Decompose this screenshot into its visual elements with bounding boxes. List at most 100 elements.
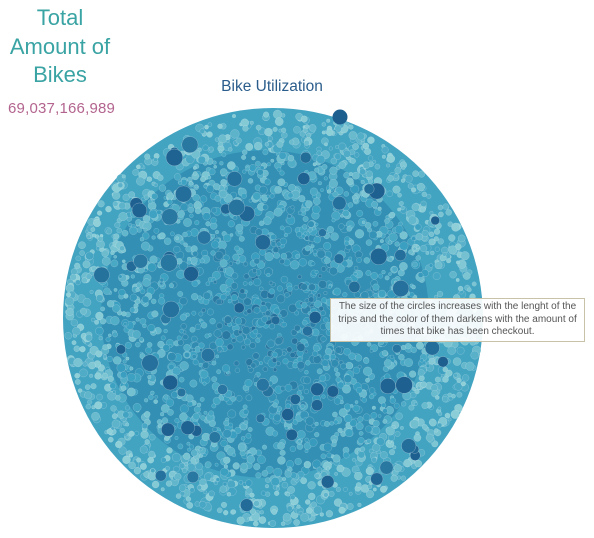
bubble[interactable] bbox=[202, 381, 207, 386]
bubble[interactable] bbox=[285, 403, 291, 409]
bubble[interactable] bbox=[136, 227, 142, 233]
bubble[interactable] bbox=[257, 455, 266, 464]
bubble[interactable] bbox=[326, 118, 331, 123]
bubble[interactable] bbox=[256, 333, 262, 339]
bubble[interactable] bbox=[300, 115, 308, 123]
bubble[interactable] bbox=[84, 384, 91, 390]
bubble[interactable] bbox=[301, 233, 306, 239]
bubble[interactable] bbox=[126, 387, 136, 397]
bubble[interactable] bbox=[284, 426, 289, 430]
bubble[interactable] bbox=[202, 212, 211, 221]
bubble[interactable] bbox=[451, 222, 461, 232]
bubble[interactable] bbox=[367, 136, 375, 144]
bubble[interactable] bbox=[333, 367, 339, 372]
bubble[interactable] bbox=[289, 445, 297, 453]
bubble[interactable] bbox=[456, 377, 462, 384]
bubble[interactable] bbox=[228, 261, 234, 266]
bubble[interactable] bbox=[305, 200, 313, 208]
bubble[interactable] bbox=[95, 311, 104, 321]
bubble[interactable] bbox=[113, 287, 118, 292]
bubble[interactable] bbox=[314, 167, 320, 173]
bubble[interactable] bbox=[135, 317, 140, 322]
bubble[interactable] bbox=[118, 201, 126, 210]
bubble[interactable] bbox=[190, 228, 199, 237]
bubble[interactable] bbox=[222, 429, 232, 439]
bubble[interactable] bbox=[243, 297, 252, 306]
bubble-large[interactable] bbox=[93, 266, 110, 284]
bubble[interactable] bbox=[145, 346, 152, 354]
bubble[interactable] bbox=[105, 337, 111, 343]
bubble[interactable] bbox=[398, 353, 405, 361]
bubble[interactable] bbox=[400, 205, 405, 211]
bubble[interactable] bbox=[370, 412, 378, 419]
bubble[interactable] bbox=[194, 184, 199, 189]
bubble[interactable] bbox=[179, 361, 189, 371]
bubble[interactable] bbox=[249, 508, 257, 515]
bubble[interactable] bbox=[243, 261, 249, 267]
bubble[interactable] bbox=[185, 154, 195, 164]
bubble[interactable] bbox=[143, 227, 148, 232]
bubble[interactable] bbox=[415, 245, 420, 250]
bubble[interactable] bbox=[380, 485, 388, 493]
bubble[interactable] bbox=[228, 422, 233, 428]
bubble[interactable] bbox=[179, 412, 188, 421]
bubble[interactable] bbox=[294, 457, 302, 466]
bubble[interactable] bbox=[379, 239, 384, 244]
bubble[interactable] bbox=[348, 352, 356, 360]
bubble[interactable] bbox=[316, 249, 326, 259]
bubble[interactable] bbox=[110, 316, 120, 326]
bubble[interactable] bbox=[198, 447, 203, 452]
bubble[interactable] bbox=[286, 285, 293, 292]
bubble[interactable] bbox=[318, 280, 327, 289]
bubble[interactable] bbox=[324, 257, 331, 264]
bubble[interactable] bbox=[350, 158, 356, 164]
bubble[interactable] bbox=[221, 364, 230, 373]
bubble[interactable] bbox=[346, 177, 354, 186]
bubble[interactable] bbox=[347, 202, 354, 208]
bubble[interactable] bbox=[381, 270, 386, 275]
bubble[interactable] bbox=[197, 295, 202, 301]
bubble[interactable] bbox=[199, 369, 209, 379]
bubble[interactable] bbox=[364, 221, 372, 229]
bubble[interactable] bbox=[161, 417, 169, 424]
bubble[interactable] bbox=[297, 439, 302, 444]
bubble[interactable] bbox=[277, 178, 286, 187]
bubble[interactable] bbox=[273, 467, 283, 477]
bubble[interactable] bbox=[134, 430, 140, 436]
bubble[interactable] bbox=[153, 182, 158, 188]
bubble[interactable] bbox=[241, 326, 251, 335]
bubble[interactable] bbox=[435, 395, 440, 400]
bubble[interactable] bbox=[338, 506, 346, 514]
bubble[interactable] bbox=[182, 467, 188, 474]
bubble[interactable] bbox=[210, 233, 216, 239]
bubble[interactable] bbox=[379, 451, 388, 459]
bubble[interactable] bbox=[354, 152, 360, 158]
bubble[interactable] bbox=[362, 413, 371, 421]
bubble[interactable] bbox=[359, 168, 366, 176]
bubble[interactable] bbox=[236, 516, 245, 525]
bubble[interactable] bbox=[286, 346, 293, 353]
bubble-large[interactable] bbox=[180, 420, 196, 435]
bubble[interactable] bbox=[355, 354, 363, 362]
bubble[interactable] bbox=[255, 228, 263, 236]
bubble[interactable] bbox=[265, 484, 270, 489]
bubble[interactable] bbox=[258, 185, 268, 195]
bubble[interactable] bbox=[455, 260, 460, 265]
bubble[interactable] bbox=[314, 222, 319, 227]
bubble[interactable] bbox=[278, 151, 287, 160]
bubble[interactable] bbox=[202, 361, 210, 369]
bubble[interactable] bbox=[343, 149, 351, 158]
bubble[interactable] bbox=[203, 410, 208, 415]
bubble[interactable] bbox=[245, 358, 254, 366]
bubble[interactable] bbox=[118, 211, 128, 221]
bubble-large[interactable] bbox=[395, 376, 413, 394]
bubble[interactable] bbox=[255, 124, 262, 131]
bubble[interactable] bbox=[252, 191, 261, 201]
bubble[interactable] bbox=[238, 329, 243, 335]
bubble[interactable] bbox=[233, 360, 240, 367]
bubble[interactable] bbox=[174, 173, 182, 181]
bubble[interactable] bbox=[268, 288, 275, 295]
bubble[interactable] bbox=[74, 262, 81, 269]
bubble[interactable] bbox=[213, 329, 222, 338]
bubble[interactable] bbox=[338, 223, 345, 230]
